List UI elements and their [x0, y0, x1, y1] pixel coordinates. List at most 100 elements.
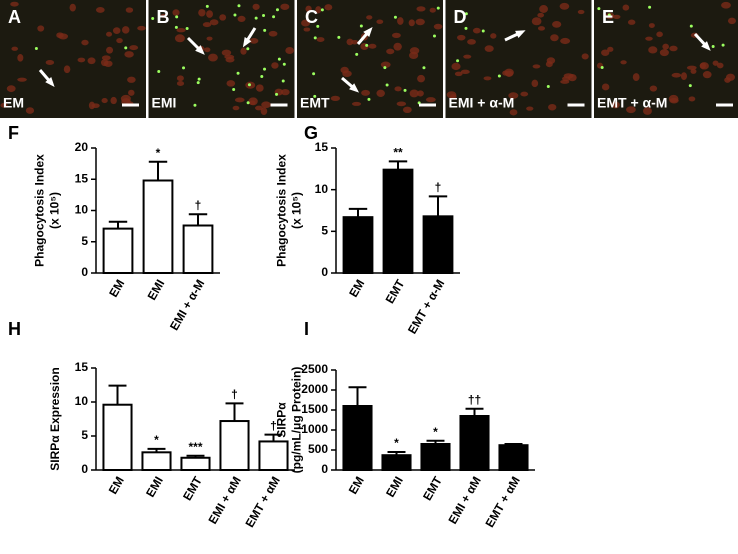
cell — [559, 2, 570, 10]
cell — [402, 106, 412, 114]
cell — [727, 17, 737, 25]
y-tick-label: 10 — [75, 394, 89, 408]
cell — [721, 1, 731, 9]
cell — [315, 6, 322, 14]
cell — [417, 74, 426, 83]
green-spot — [205, 4, 209, 8]
cell — [611, 101, 620, 109]
green-spot — [320, 8, 324, 12]
micrograph — [594, 0, 738, 118]
cell — [454, 71, 463, 77]
cell — [10, 1, 19, 7]
green-spot — [237, 4, 241, 8]
green-spot — [546, 85, 550, 89]
arrow-head — [195, 45, 205, 55]
bar — [498, 444, 529, 472]
cell — [537, 26, 546, 31]
cell — [204, 47, 211, 53]
cell — [252, 3, 260, 10]
cell — [209, 19, 219, 26]
y-tick-label: 5 — [81, 234, 88, 248]
y-tick-label: 5 — [81, 428, 88, 442]
green-spot — [277, 57, 281, 61]
cell — [509, 109, 518, 116]
cell — [669, 45, 678, 52]
cell — [303, 27, 311, 32]
cell — [567, 73, 577, 82]
cell — [391, 32, 401, 39]
cell — [460, 69, 470, 75]
y-tick-label: 5 — [321, 224, 328, 238]
cell — [234, 97, 245, 103]
cell — [688, 96, 696, 102]
x-tick-label: EMI — [145, 277, 168, 302]
cell — [221, 49, 232, 56]
cell — [174, 34, 185, 43]
cell — [526, 106, 534, 111]
cell — [63, 65, 71, 74]
x-tick-label: EMT + αM — [483, 474, 523, 530]
y-tick-label: 1500 — [301, 402, 328, 416]
x-tick-label: EMT — [180, 474, 205, 504]
cell — [368, 43, 377, 49]
green-spot — [359, 24, 363, 28]
cell — [396, 101, 407, 107]
bar — [342, 405, 373, 471]
cell — [668, 94, 679, 103]
cell — [659, 49, 669, 57]
green-spot — [422, 66, 426, 70]
micrograph-panel: C EMT — [297, 0, 443, 118]
cell — [255, 84, 264, 92]
y-tick-label: 0 — [321, 462, 328, 476]
y-tick-label: 2500 — [301, 362, 328, 376]
cell — [81, 39, 89, 46]
bar — [102, 403, 133, 471]
green-spot — [607, 13, 611, 17]
cell — [671, 72, 682, 78]
cell — [539, 5, 548, 13]
micrograph-panel: B EMI — [148, 0, 295, 118]
cell — [260, 107, 268, 116]
arrow-head — [349, 83, 360, 93]
arrow-head — [701, 41, 711, 51]
bar — [382, 168, 414, 275]
green-spot — [464, 26, 468, 30]
bar — [342, 216, 374, 275]
cell — [285, 46, 295, 55]
cell — [124, 51, 134, 58]
x-tick-label: EMI + α-M — [167, 277, 207, 333]
cell — [648, 23, 655, 28]
green-spot — [711, 45, 715, 49]
cell — [56, 32, 64, 39]
green-spot — [236, 71, 240, 75]
cell — [577, 9, 585, 15]
cell — [17, 77, 27, 82]
cell — [408, 19, 415, 27]
green-spot — [246, 47, 250, 51]
cell — [626, 106, 636, 114]
cell — [112, 27, 121, 35]
green-spot — [196, 81, 200, 85]
micrograph-panel: A EM — [0, 0, 146, 118]
cell — [280, 3, 290, 10]
cell — [632, 73, 640, 82]
cell — [120, 94, 131, 103]
green-spot — [464, 12, 468, 16]
green-spot — [689, 24, 693, 28]
cell — [490, 33, 497, 39]
micrograph-panel: D EMI + α-M — [445, 0, 592, 118]
green-spot — [313, 94, 317, 98]
cell — [620, 60, 627, 65]
bar — [182, 224, 214, 274]
panel-letter: B — [157, 7, 170, 27]
cell — [472, 27, 481, 34]
cell — [726, 73, 735, 81]
y-tick-label: 15 — [75, 360, 89, 374]
cell — [366, 15, 373, 20]
green-spot — [456, 59, 460, 63]
arrow-head — [363, 26, 373, 37]
green-spot — [648, 5, 652, 9]
y-axis-label: Phagocytosis Index — [275, 154, 289, 267]
bar — [459, 415, 490, 471]
